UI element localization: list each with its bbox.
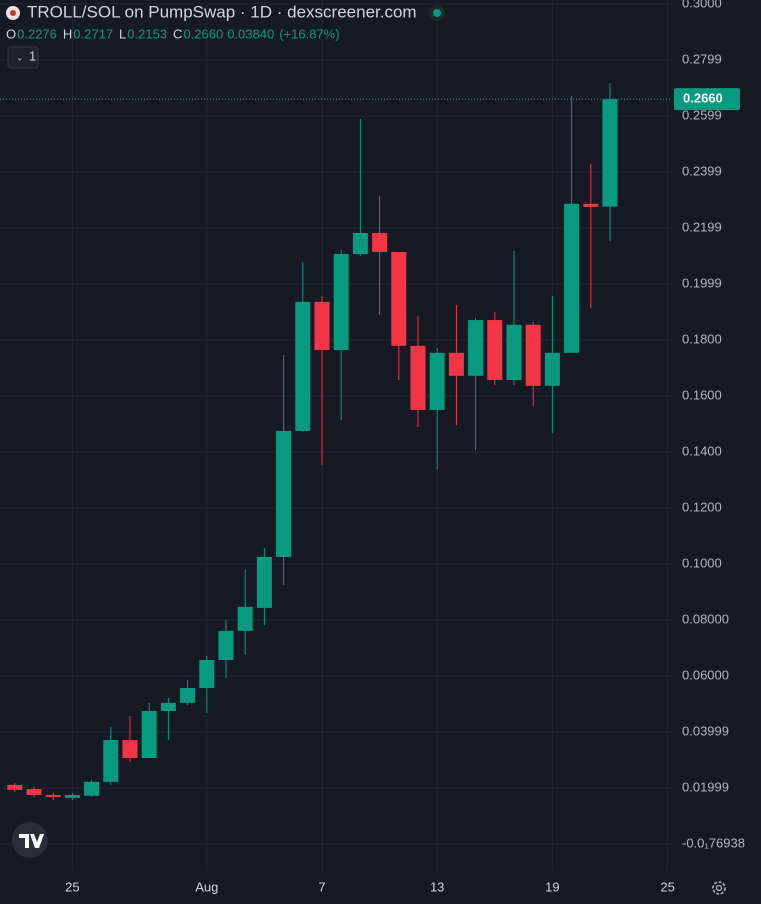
candle-body — [160, 702, 176, 711]
chart-title: TROLL/SOL on PumpSwap · 1D · dexscreener… — [27, 2, 417, 21]
ohlc-key: H — [63, 26, 72, 41]
ohlc-legend: O 0.2276 H 0.2717 L 0.2153 C 0.2660 0.03840 (+16.… — [6, 26, 340, 41]
candle-body — [448, 352, 464, 376]
interval-button-label[interactable]: 1 — [29, 48, 36, 63]
candle-body — [487, 320, 503, 380]
ohlc-value: 0.2660 — [183, 26, 223, 41]
ohlc-key: O — [6, 26, 16, 41]
candle-body — [122, 740, 138, 758]
y-tick-label: 0.01999 — [682, 779, 729, 794]
candle-body — [180, 687, 196, 703]
last-price-label: 0.2660 — [683, 91, 723, 106]
candle-body — [276, 430, 292, 557]
candle-body — [256, 556, 272, 608]
candle-body — [564, 203, 580, 353]
candle-body — [333, 253, 349, 351]
candle-body — [525, 324, 541, 386]
gear[interactable] — [712, 881, 726, 895]
candle-body — [314, 301, 330, 351]
x-tick-label: 19 — [545, 879, 559, 894]
x-tick-label: 25 — [65, 879, 79, 894]
candle-body — [199, 659, 215, 688]
candle-body — [544, 352, 560, 386]
y-tick-label: 0.1000 — [682, 555, 722, 570]
candle-body — [583, 203, 599, 207]
last-price-box — [674, 88, 740, 111]
y-tick-label: 0.03999 — [682, 723, 729, 738]
settings-icon[interactable] — [712, 881, 726, 895]
candles — [0, 83, 672, 800]
candle-body — [141, 710, 157, 758]
y-tick-label: 0.1600 — [682, 387, 722, 402]
candle-body — [7, 784, 23, 790]
y-tick-label: 0.1999 — [682, 276, 722, 291]
ohlc-value: 0.2153 — [127, 26, 167, 41]
tv-logo[interactable] — [12, 822, 48, 858]
candle-body — [26, 789, 42, 795]
candle-body — [84, 781, 100, 796]
candle-body — [64, 794, 80, 799]
candle-body — [410, 345, 426, 410]
candle-body — [429, 352, 445, 410]
ohlc-value: 0.2717 — [73, 26, 113, 41]
candle-body — [506, 324, 522, 380]
status-dot — [433, 9, 441, 17]
interval-button[interactable] — [7, 46, 39, 69]
y-tick-label: 0.2599 — [682, 108, 722, 123]
candle-body — [295, 301, 311, 431]
chevron: ⌄ — [16, 52, 24, 62]
y-tick-label: 0.3000 — [682, 0, 722, 10]
token-icon-inner — [10, 10, 16, 16]
y-tick-label: 0.1400 — [682, 443, 722, 458]
y-tick-label: -0.0₁76938 — [682, 835, 745, 850]
x-tick-label: 7 — [318, 879, 325, 894]
candle-body — [602, 99, 618, 207]
ohlc-key: L — [119, 26, 126, 41]
candle-body — [352, 232, 368, 254]
candle-body — [372, 232, 388, 253]
y-tick-label: 0.1200 — [682, 499, 722, 514]
y-tick-label: 0.2399 — [682, 164, 722, 179]
x-tick-label: Aug — [195, 879, 218, 894]
candle-body — [391, 252, 407, 346]
x-tick-label: 25 — [660, 879, 674, 894]
ohlc-value: 0.2276 — [17, 26, 57, 41]
candle-body — [103, 740, 119, 782]
tv-logo-glyph — [19, 834, 44, 848]
change-value: 0.03840 — [227, 26, 274, 41]
x-tick-label: 13 — [430, 879, 444, 894]
candle-body — [468, 320, 484, 376]
change-percent: (+16.87%) — [279, 26, 339, 41]
candle-body — [45, 794, 61, 797]
y-tick-label: 0.06000 — [682, 667, 729, 682]
candle-body — [237, 606, 253, 631]
y-tick-label: 0.2199 — [682, 220, 722, 235]
y-tick-label: 0.08000 — [682, 611, 729, 626]
gear-center[interactable] — [715, 884, 723, 892]
ohlc-key: C — [173, 26, 182, 41]
y-tick-label: 0.2799 — [682, 52, 722, 67]
y-tick-label: 0.1800 — [682, 331, 722, 346]
candle-body — [218, 630, 234, 660]
